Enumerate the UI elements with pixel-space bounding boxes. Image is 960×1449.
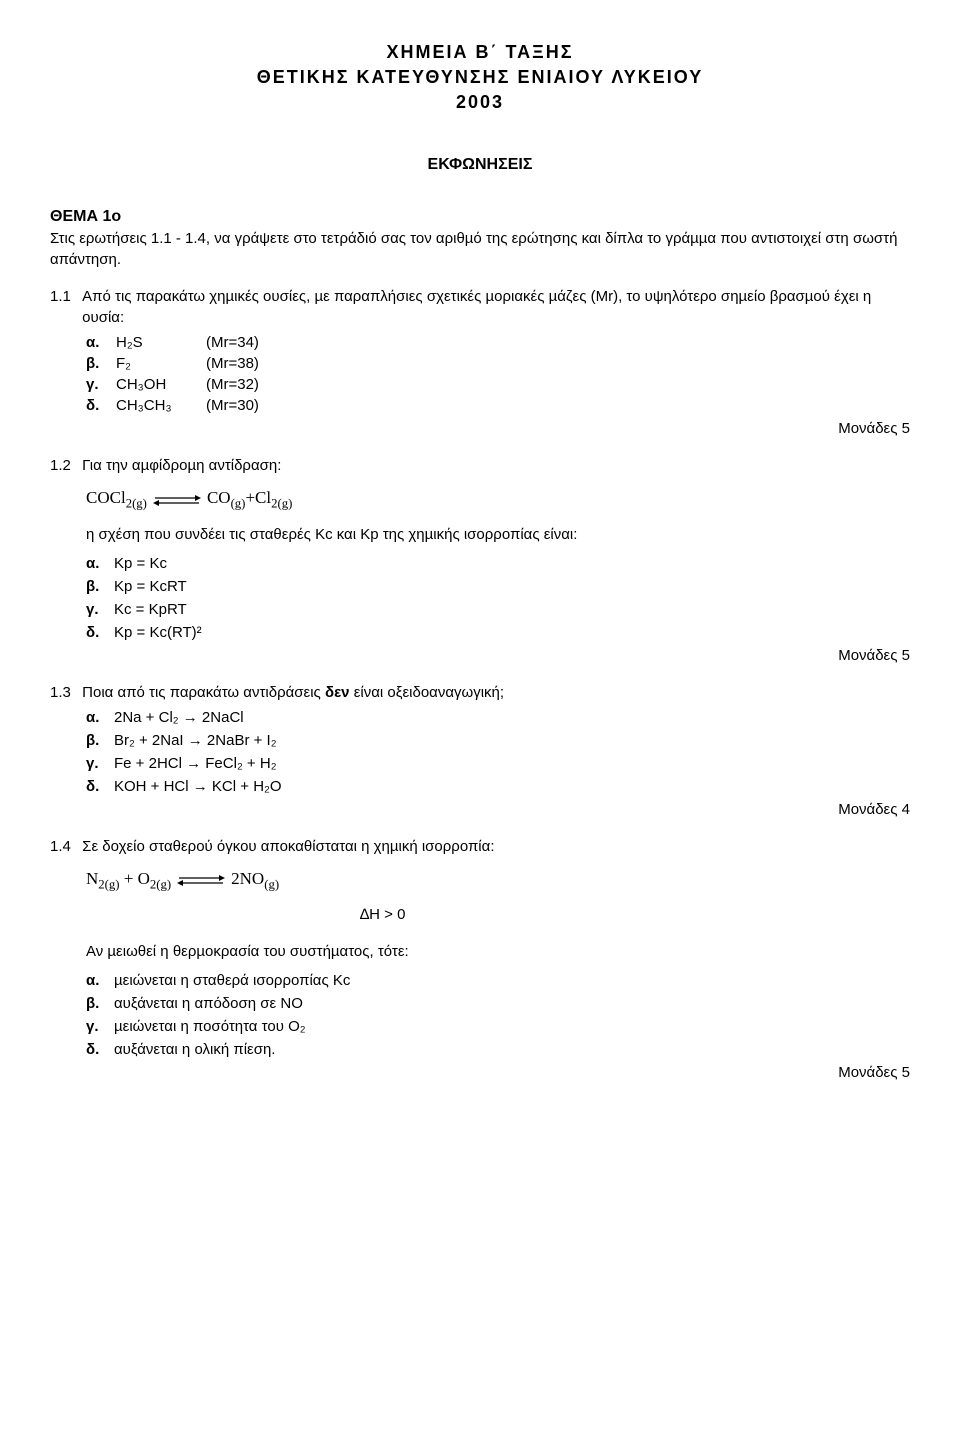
- eqn-right: 2NO(g): [231, 867, 279, 894]
- opt-mr: (Mr=30): [206, 395, 326, 416]
- q4-options: α.µειώνεται η σταθερά ισορροπίας Kc β.αυ…: [86, 970, 910, 1060]
- q4-follow: Αν µειωθεί η θερµοκρασία του συστήµατος,…: [86, 941, 910, 962]
- list-item: α.Kp = Kc: [86, 553, 910, 574]
- equilibrium-arrow-icon: [177, 872, 225, 888]
- q2-options: α.Kp = Kc β.Kp = KcRT γ.Kc = KpRT δ.Kp =…: [86, 553, 910, 643]
- q-text: Σε δοχείο σταθερού όγκου αποκαθίσταται η…: [82, 836, 882, 857]
- opt-label: δ.: [86, 395, 116, 416]
- theme-title: ΘΕΜΑ 1ο: [50, 206, 910, 228]
- question-1-1: 1.1 Από τις παρακάτω χηµικές ουσίες, µε …: [50, 286, 910, 328]
- q1-options: α. H₂S (Mr=34) β. F₂ (Mr=38) γ. CH₃OH (M…: [86, 332, 910, 416]
- q2-equation: COCl2(g) CO(g)+Cl2(g): [86, 486, 910, 513]
- header-line-3: 2003: [50, 90, 910, 115]
- q-number: 1.1: [50, 286, 78, 307]
- table-row: γ. CH₃OH (Mr=32): [86, 374, 910, 395]
- question-1-2: 1.2 Για την αµφίδροµη αντίδραση:: [50, 455, 910, 476]
- q-number: 1.3: [50, 682, 78, 703]
- list-item: β.Kp = KcRT: [86, 576, 910, 597]
- eqn-right: CO(g)+Cl2(g): [207, 486, 292, 513]
- header-line-2: ΘΕΤΙΚΗΣ ΚΑΤΕΥΘΥΝΣΗΣ ΕΝΙΑΙΟΥ ΛΥΚΕΙΟΥ: [50, 65, 910, 90]
- header-line-1: ΧΗΜΕΙΑ Β΄ ΤΑΞΗΣ: [50, 40, 910, 65]
- list-item: α.µειώνεται η σταθερά ισορροπίας Kc: [86, 970, 910, 991]
- opt-formula: CH₃OH: [116, 374, 206, 395]
- section-title: ΕΚΦΩΝΗΣΕΙΣ: [50, 154, 910, 176]
- delta-h: ∆Η > 0: [360, 904, 910, 925]
- opt-label: β.: [86, 353, 116, 374]
- q4-equation: N2(g) + O2(g) 2NO(g): [86, 867, 910, 894]
- opt-formula: H₂S: [116, 332, 206, 353]
- opt-mr: (Mr=38): [206, 353, 326, 374]
- equilibrium-arrow-icon: [153, 492, 201, 508]
- doc-header: ΧΗΜΕΙΑ Β΄ ΤΑΞΗΣ ΘΕΤΙΚΗΣ ΚΑΤΕΥΘΥΝΣΗΣ ΕΝΙΑ…: [50, 40, 910, 116]
- list-item: γ.Kc = KpRT: [86, 599, 910, 620]
- opt-mr: (Mr=32): [206, 374, 326, 395]
- opt-label: γ.: [86, 374, 116, 395]
- q2-note: η σχέση που συνδέει τις σταθερές Kc και …: [86, 524, 910, 545]
- q-text: Από τις παρακάτω χηµικές ουσίες, µε παρα…: [82, 286, 882, 328]
- q-number: 1.4: [50, 836, 78, 857]
- q3-options: α.2Na + Cl₂ → 2NaCl β.Br₂ + 2NaI → 2NaBr…: [86, 707, 910, 797]
- table-row: δ. CH₃CH₃ (Mr=30): [86, 395, 910, 416]
- opt-label: α.: [86, 332, 116, 353]
- eqn-left: COCl2(g): [86, 486, 147, 513]
- q-text: Για την αµφίδροµη αντίδραση:: [82, 455, 882, 476]
- table-row: β. F₂ (Mr=38): [86, 353, 910, 374]
- points: Μονάδες 5: [50, 418, 910, 439]
- list-item: α.2Na + Cl₂ → 2NaCl: [86, 707, 910, 728]
- table-row: α. H₂S (Mr=34): [86, 332, 910, 353]
- list-item: β.Br₂ + 2NaI → 2NaBr + I₂: [86, 730, 910, 751]
- q-number: 1.2: [50, 455, 78, 476]
- list-item: β.αυξάνεται η απόδοση σε NO: [86, 993, 910, 1014]
- eqn-left: N2(g) + O2(g): [86, 867, 171, 894]
- question-1-4: 1.4 Σε δοχείο σταθερού όγκου αποκαθίστατ…: [50, 836, 910, 857]
- points: Μονάδες 5: [50, 1062, 910, 1083]
- opt-mr: (Mr=34): [206, 332, 326, 353]
- list-item: δ.Kp = Kc(RT)²: [86, 622, 910, 643]
- question-1-3: 1.3 Ποια από τις παρακάτω αντιδράσεις δε…: [50, 682, 910, 703]
- list-item: δ.KOH + HCl → KCl + H₂O: [86, 776, 910, 797]
- q-text: Ποια από τις παρακάτω αντιδράσεις δεν εί…: [82, 682, 882, 703]
- points: Μονάδες 4: [50, 799, 910, 820]
- list-item: γ.µειώνεται η ποσότητα του O₂: [86, 1016, 910, 1037]
- theme-intro: Στις ερωτήσεις 1.1 - 1.4, να γράψετε στο…: [50, 228, 910, 270]
- opt-formula: CH₃CH₃: [116, 395, 206, 416]
- points: Μονάδες 5: [50, 645, 910, 666]
- list-item: γ.Fe + 2HCl → FeCl₂ + H₂: [86, 753, 910, 774]
- list-item: δ.αυξάνεται η ολική πίεση.: [86, 1039, 910, 1060]
- opt-formula: F₂: [116, 353, 206, 374]
